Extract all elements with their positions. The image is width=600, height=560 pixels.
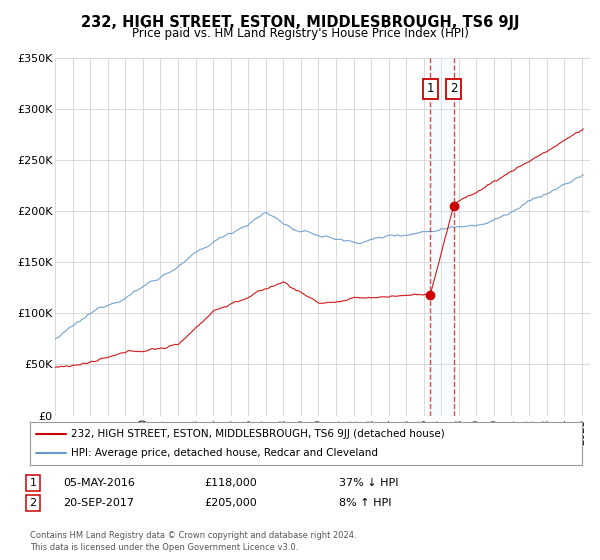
Text: 232, HIGH STREET, ESTON, MIDDLESBROUGH, TS6 9JJ (detached house): 232, HIGH STREET, ESTON, MIDDLESBROUGH, … (71, 428, 445, 438)
Text: Contains HM Land Registry data © Crown copyright and database right 2024.: Contains HM Land Registry data © Crown c… (30, 530, 356, 539)
Text: 20-SEP-2017: 20-SEP-2017 (63, 498, 134, 508)
Bar (430, 58, 454, 416)
Text: 2: 2 (29, 498, 37, 508)
Text: 1: 1 (427, 82, 434, 95)
Text: 05-MAY-2016: 05-MAY-2016 (63, 478, 135, 488)
Text: Price paid vs. HM Land Registry's House Price Index (HPI): Price paid vs. HM Land Registry's House … (131, 27, 469, 40)
Text: 37% ↓ HPI: 37% ↓ HPI (339, 478, 398, 488)
Text: 1: 1 (29, 478, 37, 488)
Text: HPI: Average price, detached house, Redcar and Cleveland: HPI: Average price, detached house, Redc… (71, 449, 379, 459)
Text: 2: 2 (450, 82, 458, 95)
Text: This data is licensed under the Open Government Licence v3.0.: This data is licensed under the Open Gov… (30, 544, 298, 553)
Text: £118,000: £118,000 (204, 478, 257, 488)
Text: £205,000: £205,000 (204, 498, 257, 508)
Text: 232, HIGH STREET, ESTON, MIDDLESBROUGH, TS6 9JJ: 232, HIGH STREET, ESTON, MIDDLESBROUGH, … (81, 15, 519, 30)
Text: 8% ↑ HPI: 8% ↑ HPI (339, 498, 391, 508)
